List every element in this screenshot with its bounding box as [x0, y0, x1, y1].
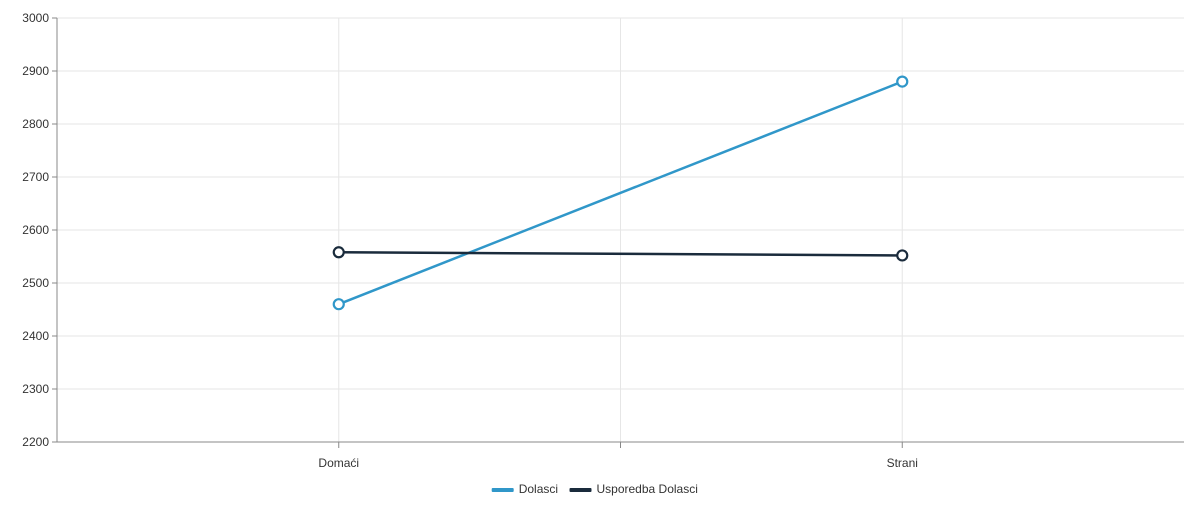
legend-swatch — [491, 488, 514, 492]
grid-layer — [57, 17, 1184, 443]
legend-label: Usporedba Dolasci — [597, 482, 698, 496]
axis-layer: 3000 2900 2800 2700 2600 2500 2400 2300 2200 Doma… — [22, 11, 1184, 470]
y-tick-label: 2900 — [22, 64, 49, 78]
x-tick-label: Domaći — [318, 456, 359, 470]
y-tick-label: 2600 — [22, 223, 49, 237]
data-point[interactable] — [896, 75, 909, 88]
legend-item[interactable]: Usporedba Dolasci — [569, 482, 698, 496]
data-point[interactable] — [896, 249, 909, 262]
y-tick-label: 2500 — [22, 276, 49, 290]
y-tick-label: 2300 — [22, 382, 49, 396]
y-tick-label: 3000 — [22, 11, 49, 25]
legend[interactable]: Dolasci Usporedba Dolasci — [491, 482, 698, 496]
y-tick-label: 2800 — [22, 117, 49, 131]
data-point[interactable] — [332, 246, 345, 259]
series-line-0 — [338, 80, 903, 306]
series-layer — [332, 75, 909, 311]
legend-label: Dolasci — [519, 482, 558, 496]
series-line-1 — [338, 251, 903, 257]
x-tick-label: Strani — [887, 456, 918, 470]
y-tick-label: 2200 — [22, 435, 49, 449]
legend-item[interactable]: Dolasci — [491, 482, 558, 496]
y-tick-label: 2700 — [22, 170, 49, 184]
y-tick-label: 2400 — [22, 329, 49, 343]
data-point[interactable] — [332, 298, 345, 311]
legend-swatch — [569, 488, 592, 492]
